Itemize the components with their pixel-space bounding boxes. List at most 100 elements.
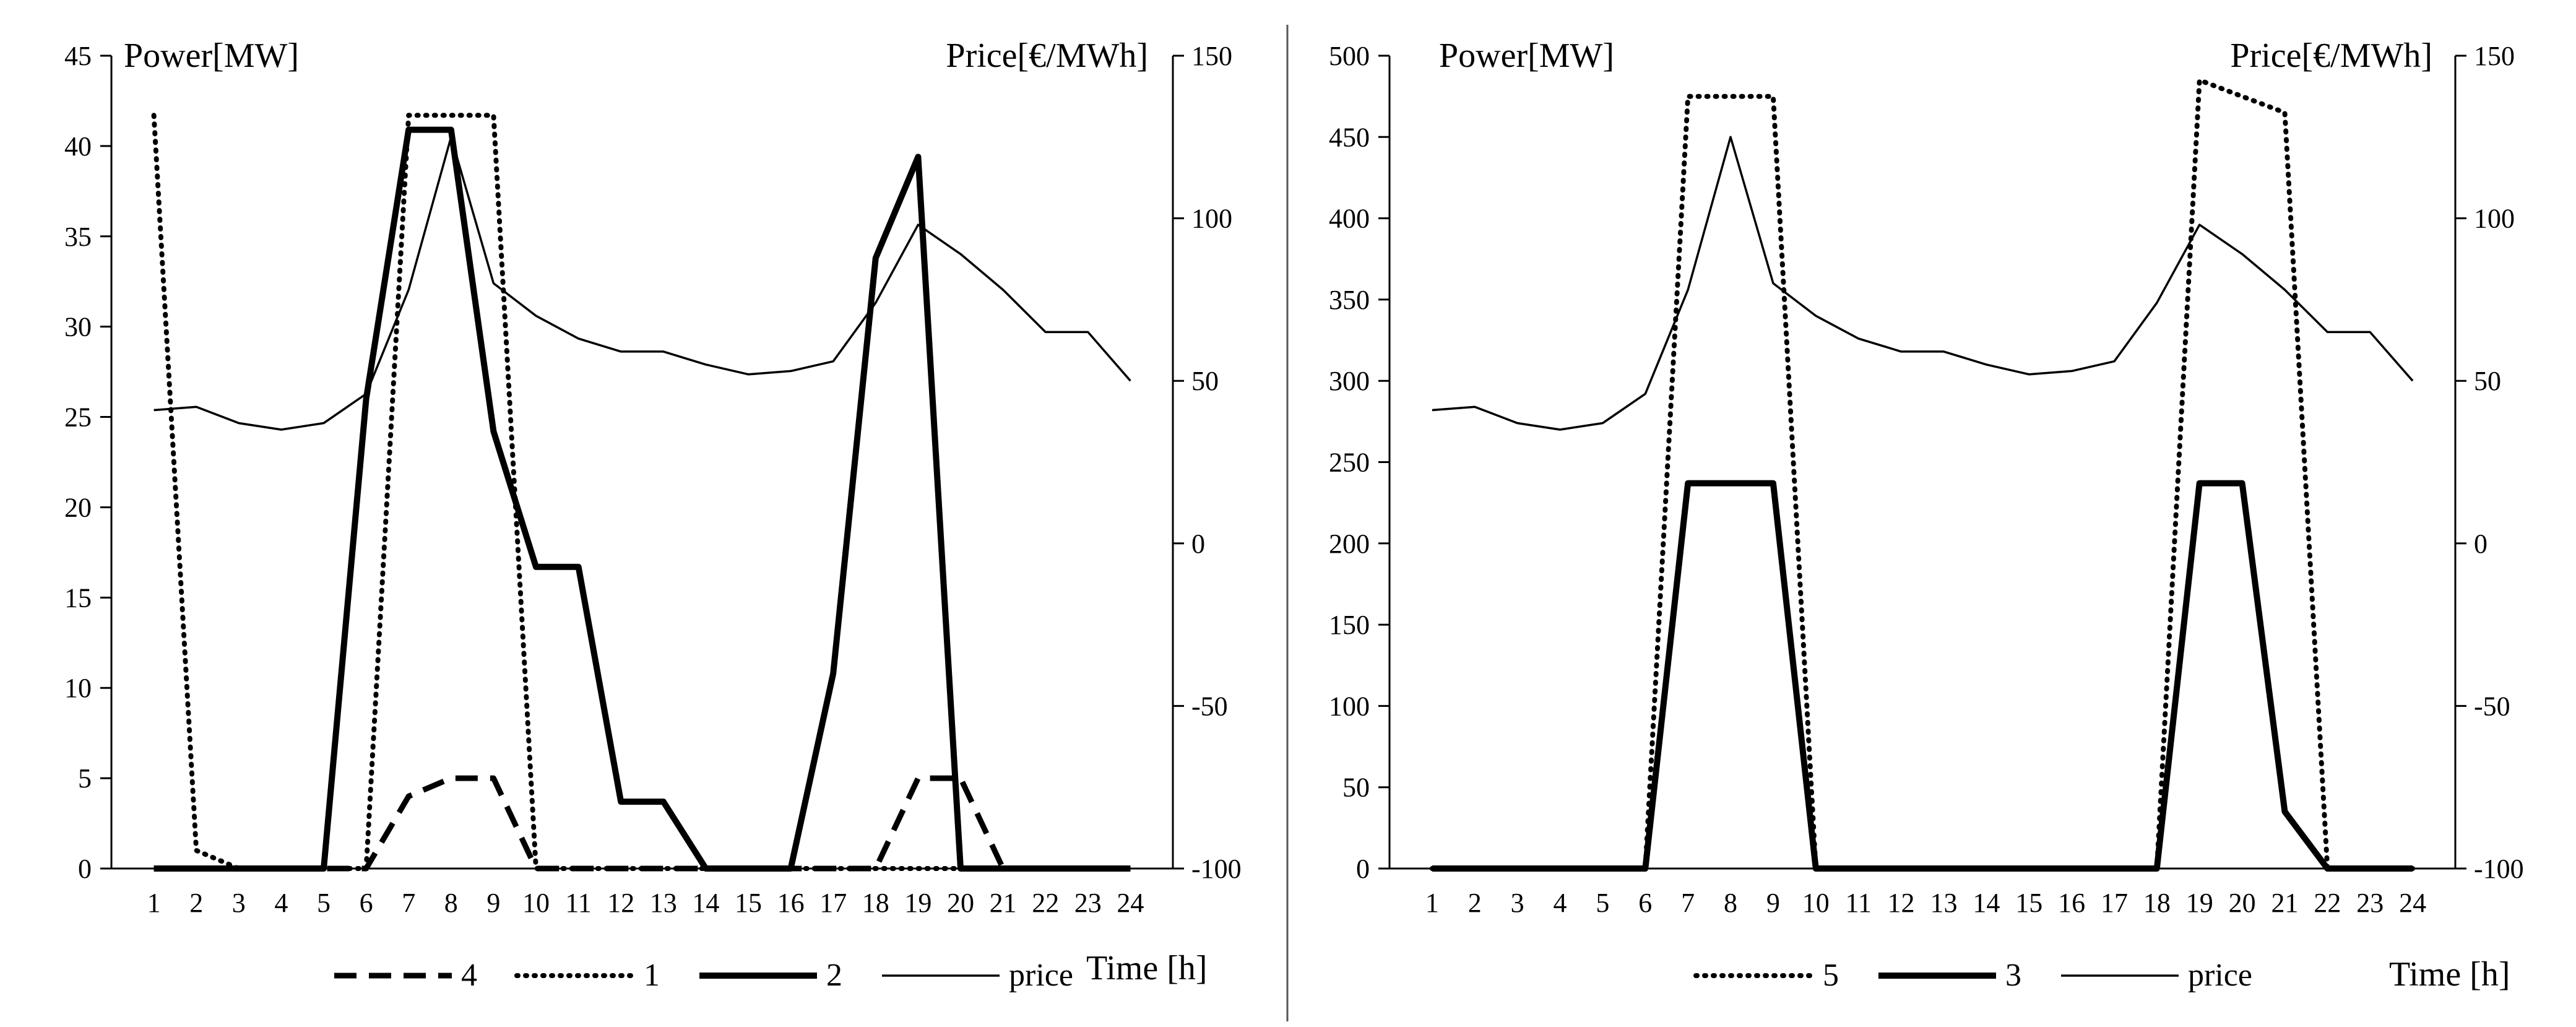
left-tick-label: 10: [64, 673, 92, 703]
legend-label-4: 4: [461, 958, 477, 993]
x-tick-label: 12: [607, 888, 634, 918]
legend-label-1: 1: [644, 958, 660, 993]
x-tick-label: 24: [2399, 888, 2426, 918]
x-tick-label: 11: [1845, 888, 1871, 918]
x-tick-label: 23: [2356, 888, 2384, 918]
left-axis-title: Power[MW]: [1439, 37, 1614, 75]
left-tick-label: 400: [1329, 204, 1370, 234]
series-line-price: [1432, 136, 2414, 431]
left-tick-label: 20: [64, 492, 92, 522]
x-tick-label: 18: [2143, 888, 2171, 918]
legend-label-price: price: [1009, 958, 1073, 993]
left-axis-title: Power[MW]: [124, 37, 299, 75]
x-tick-label: 10: [522, 888, 550, 918]
x-axis-title: Time [h]: [2389, 955, 2510, 994]
left-tick-label: 5: [78, 763, 92, 794]
x-tick-label: 1: [1425, 888, 1439, 918]
x-tick-label: 21: [990, 888, 1017, 918]
left-tick-label: 15: [64, 583, 92, 613]
x-tick-label: 7: [1681, 888, 1695, 918]
x-tick-label: 15: [2015, 888, 2042, 918]
x-tick-label: 12: [1888, 888, 1915, 918]
right-tick-label: -50: [2474, 691, 2510, 721]
x-tick-label: 19: [2186, 888, 2213, 918]
left-tick-label: 450: [1329, 122, 1370, 152]
x-tick-label: 13: [1930, 888, 1957, 918]
right-axis-title: Price[€/MWh]: [2230, 37, 2432, 75]
legend-label-5: 5: [1823, 958, 1839, 993]
left-tick-label: 0: [78, 854, 92, 884]
x-tick-label: 16: [777, 888, 805, 918]
x-tick-label: 19: [904, 888, 931, 918]
x-tick-label: 1: [147, 888, 161, 918]
left-tick-label: 45: [64, 41, 92, 71]
left-tick-label: 30: [64, 312, 92, 342]
series-line-2: [153, 126, 1131, 872]
left-tick-label: 350: [1329, 285, 1370, 315]
left-tick-label: 50: [1342, 773, 1370, 803]
x-tick-label: 2: [1468, 888, 1482, 918]
right-tick-label: 50: [2474, 366, 2501, 396]
right-tick-label: 0: [2474, 529, 2487, 559]
left-tick-label: 0: [1356, 854, 1370, 884]
left-tick-label: 200: [1329, 529, 1370, 559]
x-tick-label: 6: [360, 888, 373, 918]
x-tick-label: 4: [1554, 888, 1567, 918]
right-tick-label: 100: [1191, 204, 1232, 234]
x-tick-label: 17: [2101, 888, 2128, 918]
right-tick-label: -100: [2474, 854, 2524, 884]
x-tick-label: 23: [1074, 888, 1102, 918]
right-tick-label: 150: [1191, 41, 1232, 71]
left-tick-label: 100: [1329, 691, 1370, 721]
legend-label-2: 2: [826, 958, 842, 993]
x-tick-label: 24: [1117, 888, 1144, 918]
legend-label-price: price: [2188, 958, 2252, 993]
right-axis-title: Price[€/MWh]: [946, 37, 1148, 75]
x-tick-label: 20: [947, 888, 974, 918]
x-tick-label: 13: [650, 888, 677, 918]
x-tick-label: 16: [2058, 888, 2085, 918]
x-tick-label: 21: [2271, 888, 2298, 918]
x-axis-title: Time [h]: [1086, 949, 1208, 987]
x-tick-label: 3: [1511, 888, 1524, 918]
x-tick-label: 20: [2229, 888, 2256, 918]
right-tick-label: 50: [1191, 366, 1219, 396]
x-tick-label: 5: [317, 888, 331, 918]
x-tick-label: 17: [819, 888, 847, 918]
x-tick-label: 7: [402, 888, 415, 918]
left-tick-label: 300: [1329, 366, 1370, 396]
series-line-price: [153, 136, 1131, 431]
left-tick-label: 35: [64, 222, 92, 252]
x-tick-label: 8: [444, 888, 458, 918]
x-tick-label: 14: [1973, 888, 2000, 918]
right-tick-label: -100: [1191, 854, 1242, 884]
right-tick-label: -50: [1191, 691, 1228, 721]
left-tick-label: 25: [64, 402, 92, 433]
left-tick-label: 40: [64, 131, 92, 162]
x-tick-label: 14: [692, 888, 719, 918]
x-tick-label: 8: [1724, 888, 1737, 918]
x-tick-label: 22: [1032, 888, 1059, 918]
x-tick-label: 6: [1638, 888, 1652, 918]
x-tick-label: 4: [274, 888, 288, 918]
right-tick-label: 150: [2474, 41, 2515, 71]
legend-label-3: 3: [2005, 958, 2021, 993]
x-tick-label: 10: [1802, 888, 1830, 918]
left-tick-label: 250: [1329, 448, 1370, 478]
x-tick-label: 18: [862, 888, 889, 918]
chart-panel-right: 0 50 100 150 200 250 300 350 400 450 500 -100 -50 0 50…: [1329, 37, 2524, 994]
right-tick-label: 100: [2474, 204, 2515, 234]
x-tick-label: 5: [1596, 888, 1609, 918]
left-tick-label: 150: [1329, 610, 1370, 640]
x-tick-label: 3: [232, 888, 246, 918]
left-tick-label: 500: [1329, 41, 1370, 71]
series-line-3: [1432, 480, 2413, 872]
x-tick-label: 2: [189, 888, 203, 918]
x-tick-label: 9: [1766, 888, 1780, 918]
x-tick-label: 22: [2314, 888, 2341, 918]
right-tick-label: 0: [1191, 529, 1205, 559]
x-tick-label: 15: [735, 888, 762, 918]
x-tick-label: 11: [565, 888, 591, 918]
